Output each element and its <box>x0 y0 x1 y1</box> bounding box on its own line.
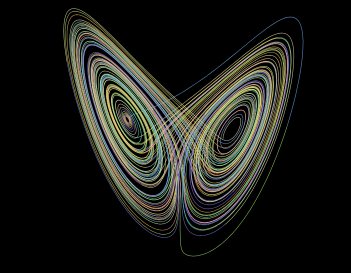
lorenz-attractor-image <box>0 0 351 273</box>
background <box>0 0 351 273</box>
